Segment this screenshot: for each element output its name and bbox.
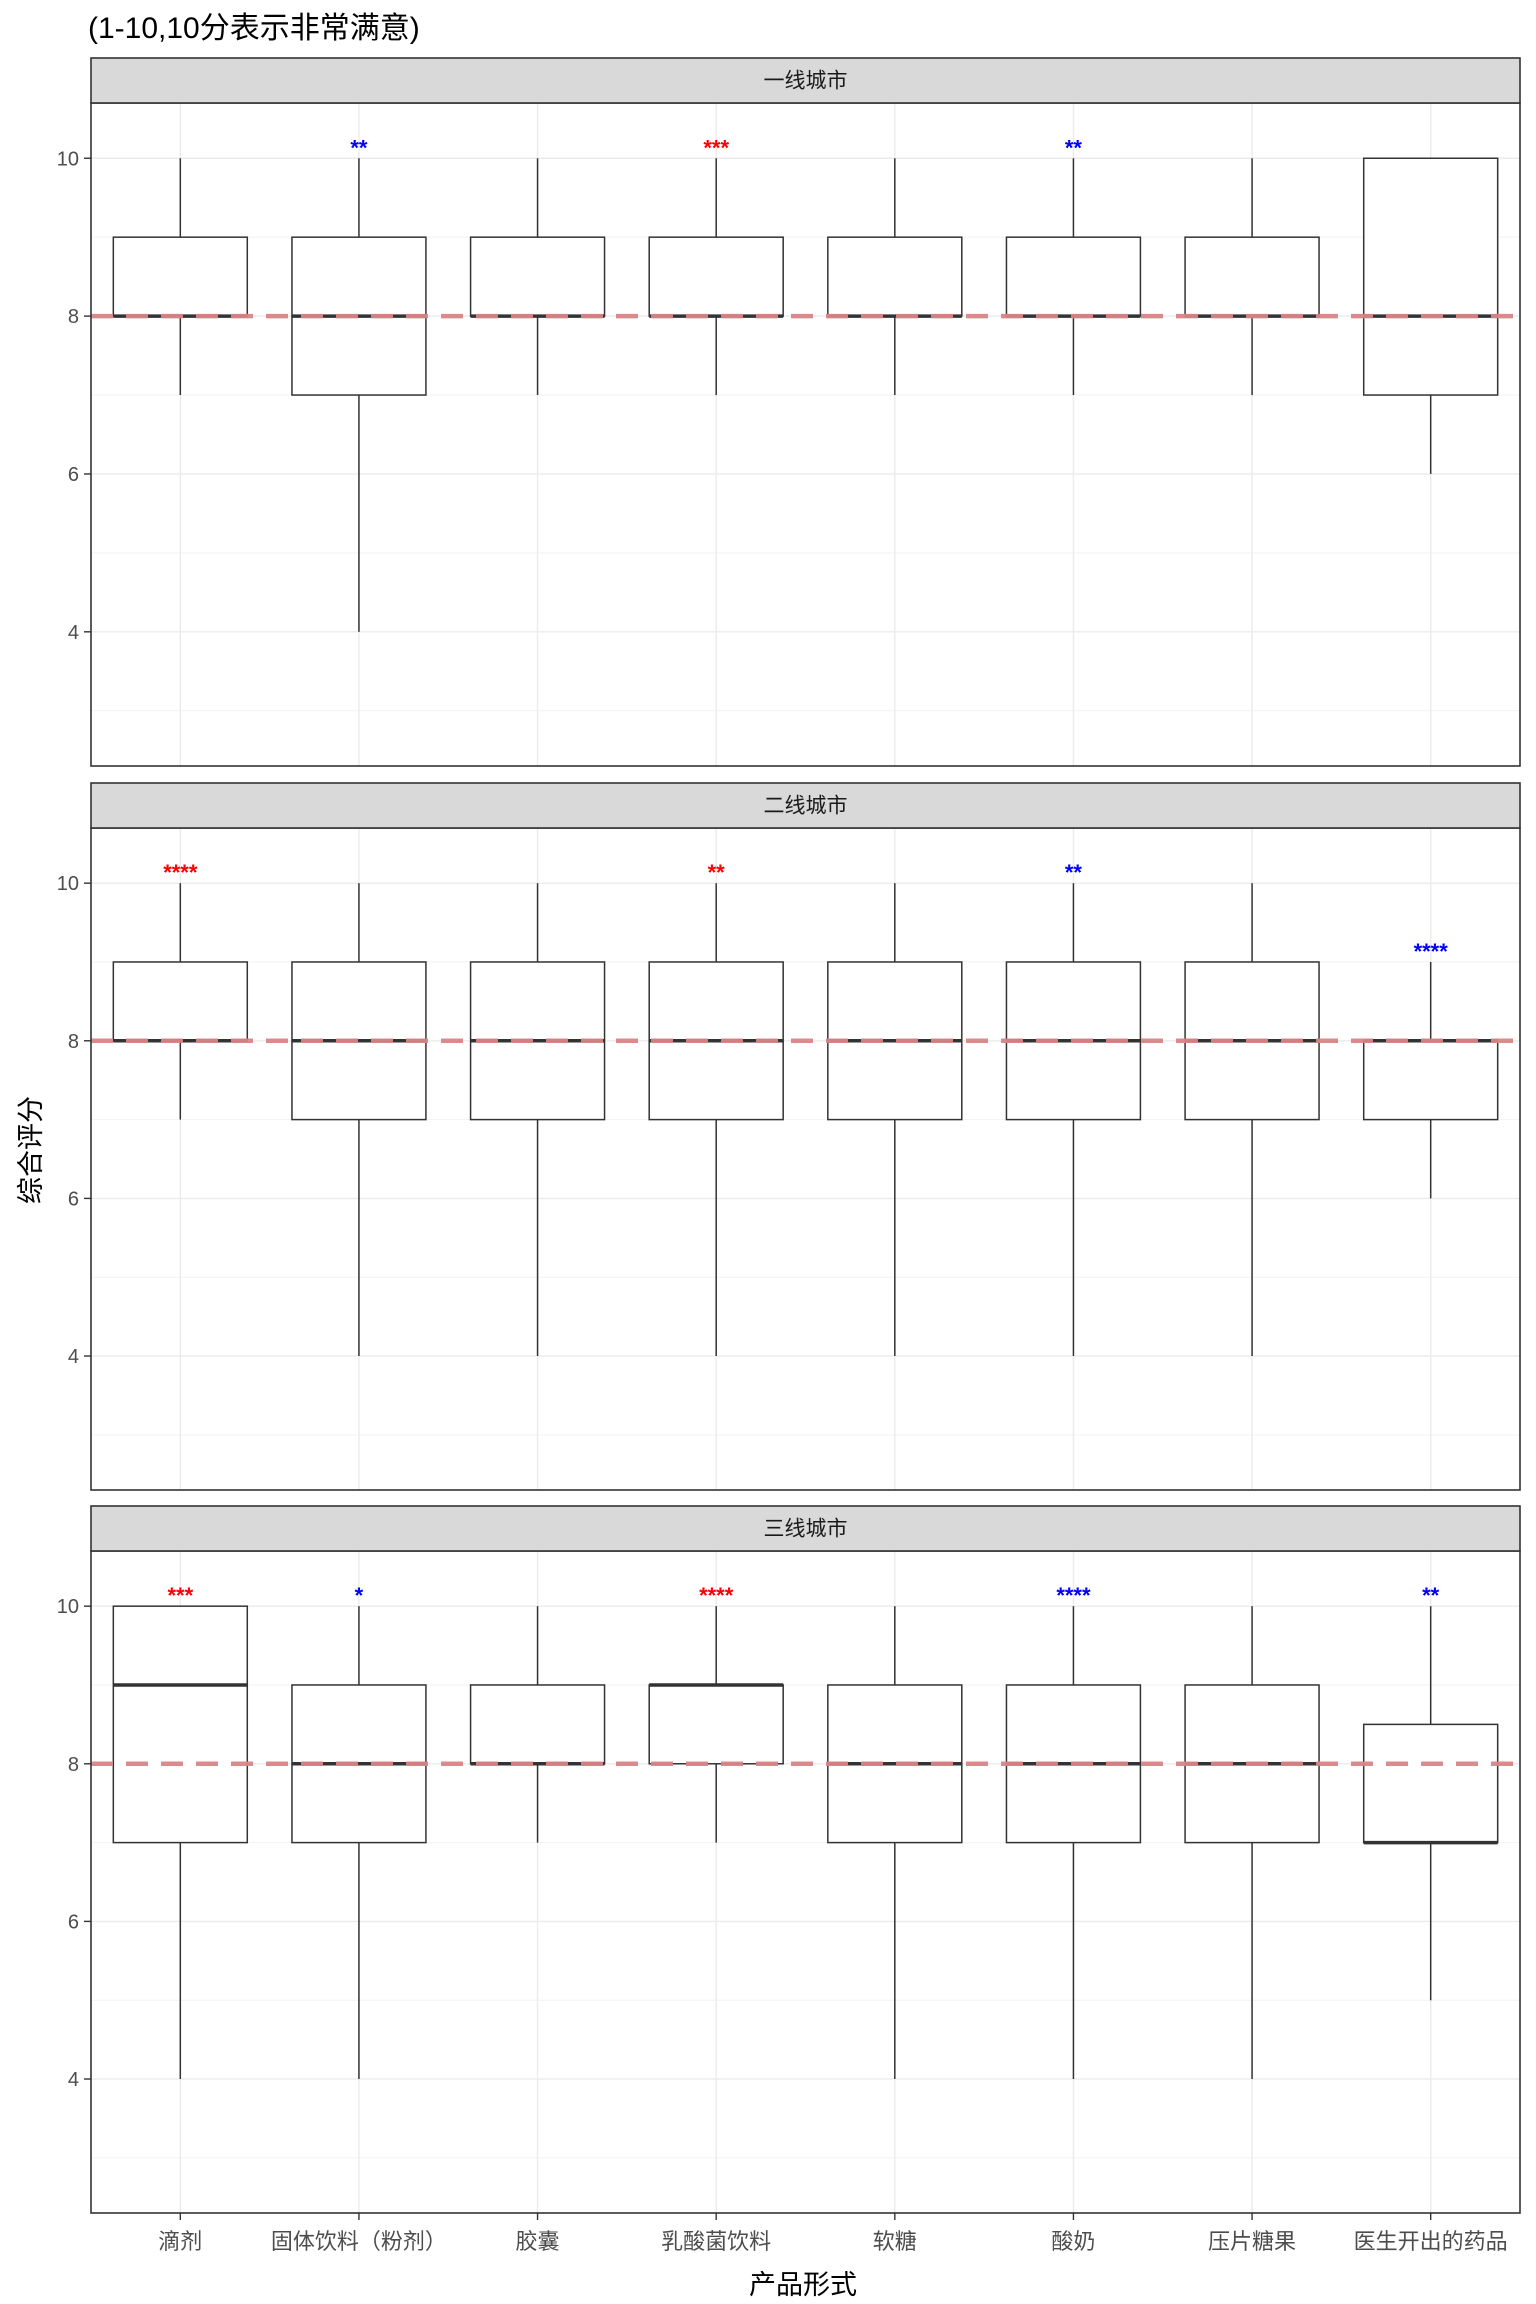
facet-strip-label: 二线城市 <box>764 794 848 818</box>
facet-strip <box>90 1505 1521 1552</box>
x-axis-title: 产品形式 <box>749 2270 857 2301</box>
significance-label: ** <box>708 860 726 885</box>
box-iqr <box>1362 1040 1499 1121</box>
x-axis: 滴剂 固体饮料（粉剂） 胶囊 乳酸菌饮料 软糖 酸奶 压片糖果 医生开出的药品 <box>158 2213 1508 2255</box>
x-tick-label: 固体饮料（粉剂） <box>271 2230 447 2255</box>
facet-strip-label: 一线城市 <box>764 69 848 93</box>
box-iqr <box>1005 236 1142 317</box>
y-tick-label: 8 <box>68 306 79 328</box>
y-tick-label: 4 <box>68 1346 79 1368</box>
box-4 <box>648 1606 784 1843</box>
y-tick-label: 6 <box>68 1188 79 1210</box>
y-tick-label: 4 <box>68 622 79 644</box>
y-tick-label: 10 <box>57 1596 79 1618</box>
box-iqr <box>112 961 249 1042</box>
y-tick-label: 8 <box>68 1754 79 1776</box>
box-2 <box>291 158 427 632</box>
box-iqr <box>469 1684 606 1765</box>
box-iqr <box>112 236 249 317</box>
box-8 <box>1362 157 1499 474</box>
box-iqr <box>648 1684 784 1765</box>
y-tick-label: 10 <box>57 873 79 895</box>
box-iqr <box>112 1605 249 1844</box>
y-axis-title: 综合评分 <box>16 1096 47 1204</box>
panel-background <box>91 828 1520 1490</box>
box-4 <box>648 158 784 396</box>
box-1 <box>112 1605 249 2080</box>
facet-strip <box>90 57 1521 104</box>
y-tick-label: 10 <box>57 148 79 170</box>
significance-label: ** <box>1065 860 1083 885</box>
box-iqr <box>648 236 784 317</box>
y-tick-label: 6 <box>68 464 79 486</box>
box-iqr <box>469 236 606 317</box>
significance-label: *** <box>703 135 729 160</box>
y-tick-label: 8 <box>68 1031 79 1053</box>
box-7 <box>1184 158 1320 396</box>
significance-label: **** <box>1414 939 1449 964</box>
x-tick-label: 酸奶 <box>1051 2230 1095 2255</box>
box-iqr <box>1362 1723 1499 1844</box>
x-tick-label: 胶囊 <box>516 2230 560 2255</box>
y-tick-label: 4 <box>68 2069 79 2091</box>
box-5 <box>827 158 963 396</box>
box-1 <box>112 883 249 1120</box>
x-tick-label: 医生开出的药品 <box>1354 2230 1508 2255</box>
box-iqr <box>1362 157 1499 396</box>
panel-background <box>91 1551 1520 2213</box>
significance-label: **** <box>699 1583 734 1608</box>
box-iqr <box>827 236 963 317</box>
box-8 <box>1362 1606 1499 2001</box>
significance-label: * <box>355 1583 364 1608</box>
y-tick-label: 6 <box>68 1911 79 1933</box>
significance-label: *** <box>167 1583 193 1608</box>
box-iqr <box>1184 236 1320 317</box>
x-tick-label: 滴剂 <box>158 2230 202 2255</box>
significance-label: ** <box>350 135 368 160</box>
facet-strip-label: 三线城市 <box>764 1517 848 1541</box>
x-tick-label: 乳酸菌饮料 <box>661 2230 771 2255</box>
panel-background <box>91 103 1520 766</box>
facet-strip <box>90 782 1521 829</box>
significance-label: ** <box>1065 135 1083 160</box>
chart-subtitle: (1-10,10分表示非常满意) <box>88 12 420 45</box>
box-2 <box>291 1606 427 2080</box>
significance-label: **** <box>163 860 198 885</box>
significance-label: **** <box>1056 1583 1091 1608</box>
x-tick-label: 软糖 <box>873 2230 917 2255</box>
significance-label: ** <box>1422 1583 1440 1608</box>
x-tick-label: 压片糖果 <box>1208 2230 1296 2255</box>
